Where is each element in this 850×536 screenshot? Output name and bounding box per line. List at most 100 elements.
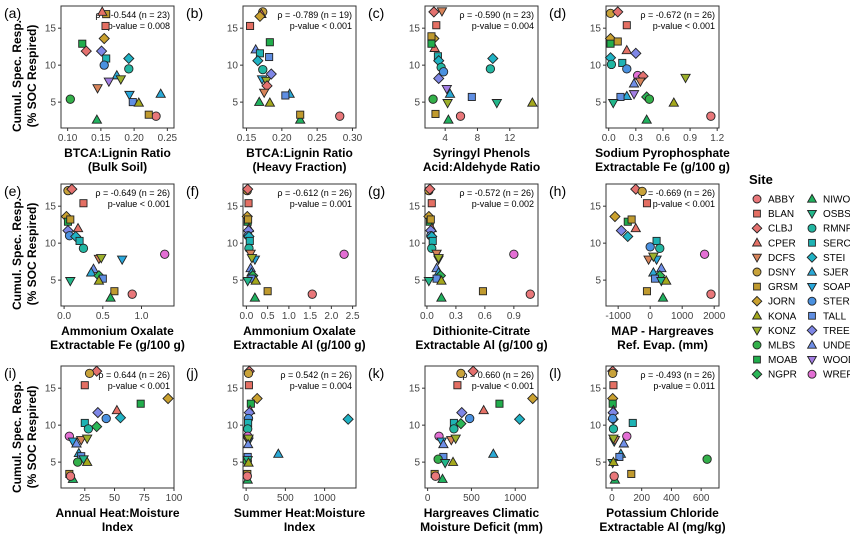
point-abby xyxy=(609,471,619,481)
point-dcfs xyxy=(643,255,654,266)
point-wref xyxy=(622,431,632,441)
legend-label-tree: TREE xyxy=(823,326,850,337)
x-axis-label: Extractable Fe (g/100 g) xyxy=(595,160,730,174)
y-tick-label: 10 xyxy=(590,421,602,432)
panel-letter: (k) xyxy=(368,365,384,381)
point-abby xyxy=(127,289,137,299)
point-niwo xyxy=(443,114,454,124)
point-tree xyxy=(456,406,468,419)
stat-pvalue: p-value < 0.001 xyxy=(108,199,170,209)
stat-pvalue: p-value < 0.001 xyxy=(290,21,352,31)
panel-j: (j) 5 10 15 0 500 1000 Summer Heat:MoistureInde… xyxy=(186,365,366,534)
point-moab xyxy=(427,39,436,48)
point-wood xyxy=(103,77,115,88)
point-serc xyxy=(628,418,637,427)
point-mlbs xyxy=(644,94,655,104)
legend-key-niwo xyxy=(806,193,818,203)
point-abby xyxy=(307,289,317,299)
point-grsm xyxy=(613,37,622,46)
legend-key-serc xyxy=(808,238,816,247)
point-grsm xyxy=(427,32,436,41)
point-konz xyxy=(450,434,462,445)
point-ngpr xyxy=(91,420,103,433)
stat-rho: ρ = -0.669 (n = 26) xyxy=(640,188,715,198)
point-tall xyxy=(281,91,290,100)
x-tick-label: 0.9 xyxy=(683,133,697,144)
stat-pvalue: p-value = 0.011 xyxy=(653,381,715,391)
panel-letter: (i) xyxy=(4,365,16,381)
point-wref xyxy=(160,249,170,259)
stat-rho: ρ = -0.789 (n = 19) xyxy=(277,10,352,20)
point-konz xyxy=(115,75,127,85)
x-tick-label: 0.20 xyxy=(124,133,144,144)
point-ster xyxy=(438,67,449,77)
point-osbs xyxy=(491,99,503,109)
x-tick-label: 1000 xyxy=(671,311,694,322)
point-sjer xyxy=(85,266,97,277)
point-cper xyxy=(111,404,123,415)
point-tree xyxy=(630,47,642,59)
point-kona xyxy=(250,275,262,285)
point-konz xyxy=(442,99,453,109)
point-clbj xyxy=(91,365,103,377)
point-konz xyxy=(95,254,107,264)
point-rmnp xyxy=(449,424,459,434)
point-kona xyxy=(436,275,447,285)
point-kona xyxy=(660,275,672,285)
legend-key-mlbs xyxy=(752,340,762,350)
point-unde xyxy=(438,438,449,449)
x-axis-label: Extractable Al (g/100 g) xyxy=(233,338,365,352)
point-clbj xyxy=(467,365,479,377)
point-grsm xyxy=(478,287,487,296)
stat-pvalue: p-value = 0.004 xyxy=(472,21,534,31)
x-tick-label: 0.6 xyxy=(656,133,670,144)
point-niwo xyxy=(641,114,653,124)
stat-rho: ρ = -0.672 (n = 26) xyxy=(640,10,715,20)
x-tick-label: 0 xyxy=(647,311,653,322)
stat-pvalue: p-value < 0.001 xyxy=(653,21,715,31)
legend-key-wood xyxy=(806,355,818,366)
x-tick-label: 0.15 xyxy=(91,133,111,144)
y-tick-label: 10 xyxy=(45,239,57,250)
x-tick-label: 0 xyxy=(243,493,249,504)
x-tick-label: 400 xyxy=(663,493,680,504)
point-kona xyxy=(264,97,276,107)
x-axis-label: BTCA:Lignin Ratio xyxy=(246,146,353,160)
y-tick-label: 10 xyxy=(590,61,602,72)
point-grsm xyxy=(431,109,440,118)
y-tick-label: 10 xyxy=(227,239,239,250)
stat-pvalue: p-value < 0.001 xyxy=(108,381,170,391)
x-tick-label: 0.0 xyxy=(602,133,616,144)
panel-letter: (j) xyxy=(186,365,198,381)
x-tick-label: 75 xyxy=(139,493,151,504)
point-cper xyxy=(72,222,84,233)
point-ster xyxy=(101,413,111,424)
x-tick-label: 0.5 xyxy=(261,311,275,322)
point-abby xyxy=(151,111,161,121)
point-abby xyxy=(242,471,252,481)
y-tick-label: 15 xyxy=(590,202,602,213)
x-tick-label: 12 xyxy=(504,133,516,144)
x-tick-label: 0.3 xyxy=(449,311,463,322)
x-axis-label: Potassium Chloride xyxy=(606,506,719,520)
point-ster xyxy=(608,413,618,424)
panel-c: (c) 5 10 15 4 8 12 Syringyl PhenolsAcid:Aldehyd… xyxy=(368,5,540,174)
point-moab xyxy=(265,38,274,47)
legend-label-dsny: DSNY xyxy=(768,268,796,279)
y-tick-label: 10 xyxy=(227,61,239,72)
point-cper xyxy=(621,44,633,55)
legend-key-grsm xyxy=(753,282,761,291)
point-grsm xyxy=(296,110,305,119)
x-axis-label: Extractable Al (mg/kg) xyxy=(599,520,725,534)
point-stei xyxy=(114,412,127,424)
point-stei xyxy=(513,413,526,425)
point-cper xyxy=(630,222,642,233)
point-rmnp xyxy=(83,424,94,434)
legend-key-tree xyxy=(806,324,818,336)
panel-e: (e) 5 10 15 0.0 0.5 1.0 Ammonium OxalateExtract… xyxy=(4,183,185,352)
point-clbj xyxy=(80,45,92,57)
point-wood xyxy=(441,85,453,95)
y-tick-label: 15 xyxy=(45,24,57,35)
point-abby xyxy=(455,111,466,121)
legend-label-sjer: SJER xyxy=(823,268,849,279)
